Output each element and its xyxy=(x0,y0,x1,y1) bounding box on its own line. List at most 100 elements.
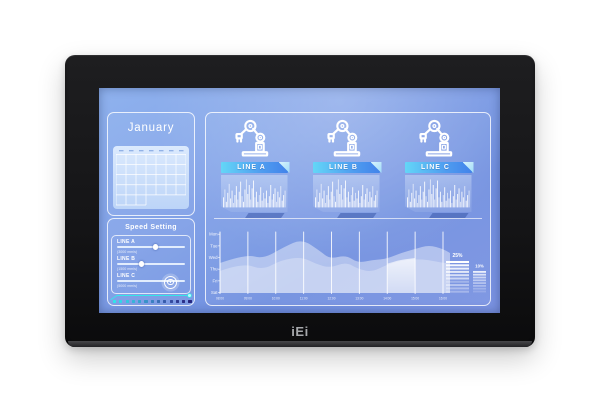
histogram-bar xyxy=(346,197,347,208)
histogram-bar xyxy=(363,199,365,208)
slider-row-line-c: LINE C (5000 mm/s) xyxy=(115,273,187,290)
progress-dot xyxy=(125,299,129,303)
gauge-bar xyxy=(446,274,469,277)
histogram-bar xyxy=(344,180,346,208)
histogram-bar xyxy=(328,199,330,208)
histogram-bar xyxy=(413,198,415,208)
iei-logo: iEi xyxy=(291,324,309,339)
histogram-bar xyxy=(361,185,363,208)
line-banner-label: LINE C xyxy=(421,164,450,171)
day-label: Wed xyxy=(209,255,218,260)
progress-dot xyxy=(131,299,136,303)
histogram-bar xyxy=(281,200,283,208)
histogram-bar xyxy=(371,186,373,208)
histogram-bar xyxy=(356,198,357,208)
station-line-b[interactable]: LINE B xyxy=(312,117,382,217)
histogram-bar xyxy=(330,191,332,208)
histogram-bar xyxy=(261,200,263,208)
x-tick-label: 16:00 xyxy=(439,297,447,301)
histogram-bar xyxy=(370,197,372,208)
histogram-bar xyxy=(232,202,234,208)
robot-arm-glyph xyxy=(234,119,268,157)
histogram-bar xyxy=(279,186,281,208)
histogram-bar xyxy=(265,190,267,208)
histogram-bar xyxy=(331,181,333,208)
histogram-bar xyxy=(409,201,411,208)
progress-dot xyxy=(163,299,167,303)
gauge-bar xyxy=(473,282,486,284)
slider-thumb[interactable] xyxy=(138,261,145,267)
day-label: Mon xyxy=(209,232,218,237)
day-label: Fri xyxy=(212,278,217,283)
slider-row-line-a: LINE A (3000 mm/s) xyxy=(115,239,187,256)
histogram-bar xyxy=(262,192,264,208)
slider-thumb[interactable] xyxy=(153,244,159,250)
progress-dot xyxy=(138,299,142,303)
slider-sub-label: (1500 mm/s) xyxy=(117,266,138,271)
histogram-bar xyxy=(462,197,464,208)
weekly-output-chart: Mon Tue Wed Thu Fri Sat 08:00 09:00 10:00 11:00 12… xyxy=(208,229,486,303)
histogram-bar xyxy=(432,185,434,208)
gauge-bar xyxy=(473,276,486,279)
histogram-bar xyxy=(426,201,428,208)
gauge-bar xyxy=(446,277,469,280)
histogram-bar xyxy=(360,196,362,208)
histogram-bar xyxy=(242,201,244,208)
x-tick-label: 12:00 xyxy=(328,297,336,301)
histogram-bar xyxy=(438,197,439,208)
progress-dot xyxy=(144,299,148,303)
station-line-a[interactable]: LINE A xyxy=(220,117,290,217)
histogram-bar xyxy=(458,188,459,208)
gauge-bar xyxy=(446,287,469,290)
histogram-bar xyxy=(226,192,228,208)
gauge-10: 10% xyxy=(473,264,486,293)
slider-track[interactable] xyxy=(117,261,185,267)
histogram-bar xyxy=(429,179,431,208)
histogram-bar xyxy=(333,196,335,208)
robot-arm-glyph xyxy=(326,119,360,157)
histogram-bar xyxy=(318,192,320,208)
banner-fold-corner xyxy=(370,162,382,173)
histogram-bar xyxy=(407,189,409,208)
histogram-bar xyxy=(410,192,412,208)
histogram-bar xyxy=(358,202,360,208)
histogram-bar xyxy=(271,199,273,208)
histogram-bar xyxy=(268,196,270,208)
histogram-bar xyxy=(450,202,452,208)
line-banner-label: LINE B xyxy=(329,164,358,171)
slider-thumb-target[interactable] xyxy=(163,275,177,289)
gauge-label: 25% xyxy=(452,253,463,259)
histogram-bar xyxy=(439,191,441,208)
x-tick-label: 10:00 xyxy=(272,297,280,301)
speed-progress-svg xyxy=(110,293,192,300)
gauge-bar xyxy=(473,287,486,290)
histogram-bar xyxy=(440,201,442,208)
calendar-grid-svg xyxy=(115,150,187,206)
histogram-bar xyxy=(231,190,233,208)
histogram-bar xyxy=(448,198,449,208)
histogram-bar xyxy=(249,199,251,208)
gauge-bar xyxy=(446,261,469,263)
gauge-bar xyxy=(446,290,469,293)
line-banner[interactable]: LINE C xyxy=(404,162,474,173)
histogram-bar xyxy=(343,188,345,208)
progress-line xyxy=(110,295,190,300)
line-banner[interactable]: LINE B xyxy=(312,162,382,173)
histogram-bar xyxy=(272,193,274,208)
calendar-card[interactable] xyxy=(113,146,189,209)
banner-fold-corner xyxy=(278,162,290,173)
slider-track[interactable] xyxy=(117,275,185,289)
line-banner[interactable]: LINE A xyxy=(220,162,290,173)
histogram-bar xyxy=(430,193,432,208)
histogram-bar xyxy=(228,183,230,208)
day-label: Tue xyxy=(210,243,218,248)
histogram-bar xyxy=(416,202,418,208)
slider-track[interactable] xyxy=(117,244,185,250)
progress-line-end-dot xyxy=(187,293,192,298)
progress-dot xyxy=(169,299,173,303)
station-line-c[interactable]: LINE C xyxy=(404,117,474,217)
histogram-bar xyxy=(465,200,467,208)
histogram-bar xyxy=(338,193,340,208)
histogram-bar xyxy=(222,197,224,208)
speed-progress-line xyxy=(108,287,194,300)
